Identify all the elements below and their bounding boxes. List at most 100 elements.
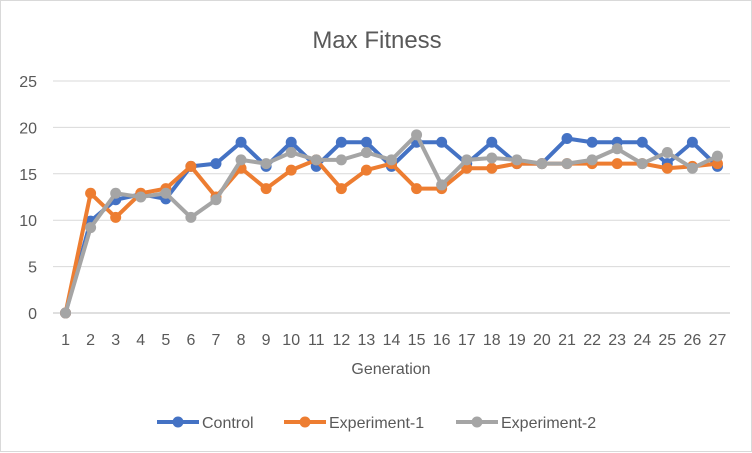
legend-swatch-marker xyxy=(471,416,483,428)
x-tick-label: 13 xyxy=(358,332,376,349)
data-point-experiment-2 xyxy=(135,191,147,203)
data-point-experiment-2 xyxy=(461,154,473,166)
data-point-control xyxy=(210,158,222,170)
y-tick-label: 20 xyxy=(19,120,37,137)
y-axis-ticks: 0 5 10 15 20 25 xyxy=(19,74,37,323)
y-tick-label: 15 xyxy=(19,167,37,184)
data-point-control xyxy=(561,133,573,145)
x-tick-label: 22 xyxy=(583,332,601,349)
data-point-experiment-2 xyxy=(636,158,648,170)
legend: Control Experiment-1 Experiment-2 xyxy=(157,415,596,432)
data-point-experiment-2 xyxy=(85,222,97,234)
series-experiment-2 xyxy=(60,129,723,319)
chart-title: Max Fitness xyxy=(312,27,441,54)
x-tick-label: 1 xyxy=(61,332,70,349)
x-tick-label: 2 xyxy=(86,332,95,349)
legend-item-experiment-1: Experiment-1 xyxy=(284,415,424,432)
data-point-experiment-2 xyxy=(210,194,222,206)
x-tick-label: 24 xyxy=(633,332,651,349)
data-point-control xyxy=(636,136,648,148)
x-tick-label: 21 xyxy=(558,332,576,349)
legend-item-experiment-2: Experiment-2 xyxy=(456,415,596,432)
data-point-control xyxy=(436,136,448,148)
data-point-experiment-2 xyxy=(160,187,172,199)
data-point-experiment-2 xyxy=(586,154,598,166)
x-tick-label: 5 xyxy=(161,332,170,349)
data-point-experiment-2 xyxy=(486,152,498,164)
legend-item-control: Control xyxy=(157,415,254,432)
x-axis-title: Generation xyxy=(351,361,430,378)
x-tick-label: 12 xyxy=(332,332,350,349)
y-tick-label: 0 xyxy=(28,306,37,323)
data-point-experiment-2 xyxy=(310,154,322,166)
x-tick-label: 26 xyxy=(683,332,701,349)
data-point-control xyxy=(335,136,347,148)
data-point-experiment-1 xyxy=(486,162,498,174)
data-point-experiment-2 xyxy=(335,154,347,166)
data-point-experiment-2 xyxy=(561,158,573,170)
series-experiment-1 xyxy=(60,154,723,319)
y-tick-label: 5 xyxy=(28,260,37,277)
x-tick-label: 11 xyxy=(308,332,325,349)
x-tick-label: 19 xyxy=(508,332,526,349)
data-point-experiment-1 xyxy=(461,162,473,174)
x-tick-label: 15 xyxy=(408,332,426,349)
x-tick-label: 6 xyxy=(186,332,195,349)
y-tick-label: 10 xyxy=(19,213,37,230)
data-point-experiment-1 xyxy=(185,160,197,172)
data-point-experiment-2 xyxy=(411,129,423,141)
data-point-experiment-1 xyxy=(411,183,423,195)
x-tick-label: 18 xyxy=(483,332,501,349)
data-point-experiment-1 xyxy=(360,164,372,176)
data-point-experiment-2 xyxy=(235,154,247,166)
x-tick-label: 7 xyxy=(212,332,221,349)
data-point-experiment-2 xyxy=(386,154,397,166)
data-point-control xyxy=(686,136,698,148)
x-tick-label: 14 xyxy=(383,332,401,349)
legend-label: Experiment-1 xyxy=(329,415,424,432)
x-tick-label: 16 xyxy=(433,332,451,349)
data-point-experiment-1 xyxy=(260,183,272,195)
x-tick-label: 20 xyxy=(533,332,551,349)
data-point-experiment-1 xyxy=(661,162,673,174)
x-tick-label: 4 xyxy=(136,332,145,349)
x-tick-label: 17 xyxy=(458,332,476,349)
data-point-experiment-1 xyxy=(110,211,122,223)
data-point-experiment-2 xyxy=(110,187,122,199)
x-tick-label: 3 xyxy=(111,332,120,349)
x-tick-label: 10 xyxy=(282,332,300,349)
data-point-experiment-2 xyxy=(285,146,297,158)
series-line-experiment-1 xyxy=(63,157,720,315)
data-point-experiment-2 xyxy=(60,307,72,319)
x-tick-label: 8 xyxy=(237,332,246,349)
x-tick-label: 9 xyxy=(262,332,271,349)
gridlines xyxy=(53,80,730,314)
data-point-experiment-1 xyxy=(335,183,347,195)
data-point-experiment-2 xyxy=(711,150,723,162)
x-tick-label: 25 xyxy=(658,332,676,349)
data-point-experiment-2 xyxy=(511,154,523,166)
data-point-experiment-2 xyxy=(686,162,698,174)
data-point-control xyxy=(360,136,372,148)
data-point-experiment-1 xyxy=(611,158,623,170)
data-point-experiment-2 xyxy=(436,179,448,191)
legend-swatch-marker xyxy=(299,416,311,428)
y-tick-label: 25 xyxy=(19,74,37,91)
data-point-experiment-1 xyxy=(85,187,97,199)
legend-label: Experiment-2 xyxy=(501,415,596,432)
data-point-experiment-2 xyxy=(661,146,673,158)
data-point-control xyxy=(586,136,598,148)
x-tick-label: 27 xyxy=(709,332,727,349)
data-point-experiment-1 xyxy=(285,164,297,176)
legend-label: Control xyxy=(202,415,254,432)
data-point-control xyxy=(235,136,247,148)
data-point-control xyxy=(486,136,498,148)
x-tick-label: 23 xyxy=(608,332,626,349)
legend-swatch-marker xyxy=(172,416,184,428)
series-lines xyxy=(60,129,723,319)
data-point-control xyxy=(285,136,297,148)
data-point-experiment-2 xyxy=(611,143,623,155)
data-point-experiment-2 xyxy=(185,211,197,223)
